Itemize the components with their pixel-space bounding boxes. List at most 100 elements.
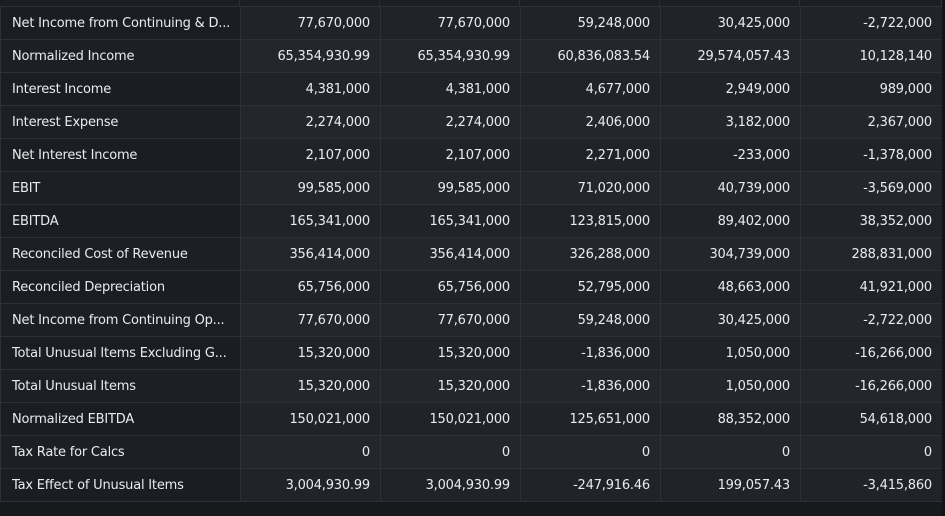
table-row[interactable]: EBITDA 165,341,000 165,341,000 123,815,000 8… — [0, 204, 943, 238]
value-cell: -1,378,000 — [800, 138, 943, 172]
row-label: Tax Rate for Calcs — [0, 435, 241, 469]
value-cell: 29,574,057.43 — [660, 39, 801, 73]
value-cell: -3,415,860 — [800, 468, 943, 502]
top-edge-cell — [520, 0, 660, 6]
row-label: Interest Expense — [0, 105, 241, 139]
value-cell: 2,406,000 — [520, 105, 661, 139]
value-cell: 15,320,000 — [380, 336, 521, 370]
value-cell: -2,722,000 — [800, 303, 943, 337]
value-cell: 52,795,000 — [520, 270, 661, 304]
table-top-edge — [0, 0, 945, 6]
value-cell: 150,021,000 — [380, 402, 521, 436]
top-edge-cell — [660, 0, 800, 6]
value-cell: 15,320,000 — [240, 369, 381, 403]
value-cell: 4,677,000 — [520, 72, 661, 106]
value-cell: 30,425,000 — [660, 6, 801, 40]
row-label: Net Income from Continuing Op... — [0, 303, 241, 337]
value-cell: -1,836,000 — [520, 369, 661, 403]
value-cell: 2,107,000 — [240, 138, 381, 172]
income-statement-table: Net Income from Continuing & D... 77,670,… — [0, 6, 943, 502]
value-cell: 15,320,000 — [240, 336, 381, 370]
table-row[interactable]: Net Income from Continuing Op... 77,670,0… — [0, 303, 943, 337]
value-cell: 48,663,000 — [660, 270, 801, 304]
value-cell: 150,021,000 — [240, 402, 381, 436]
row-label: Reconciled Depreciation — [0, 270, 241, 304]
scroll-edge — [942, 0, 945, 516]
value-cell: 30,425,000 — [660, 303, 801, 337]
table-row[interactable]: Net Income from Continuing & D... 77,670,… — [0, 6, 943, 40]
value-cell: 356,414,000 — [240, 237, 381, 271]
value-cell: -2,722,000 — [800, 6, 943, 40]
value-cell: 2,367,000 — [800, 105, 943, 139]
value-cell: -16,266,000 — [800, 369, 943, 403]
value-cell: 38,352,000 — [800, 204, 943, 238]
value-cell: 0 — [660, 435, 801, 469]
value-cell: 3,004,930.99 — [240, 468, 381, 502]
table-row[interactable]: Interest Income 4,381,000 4,381,000 4,677,0… — [0, 72, 943, 106]
row-label: Total Unusual Items — [0, 369, 241, 403]
value-cell: 0 — [240, 435, 381, 469]
value-cell: 59,248,000 — [520, 6, 661, 40]
value-cell: 77,670,000 — [240, 303, 381, 337]
value-cell: 99,585,000 — [380, 171, 521, 205]
table-row[interactable]: Normalized EBITDA 150,021,000 150,021,000 1… — [0, 402, 943, 436]
table-body: Net Income from Continuing & D... 77,670,… — [0, 6, 943, 502]
value-cell: 59,248,000 — [520, 303, 661, 337]
value-cell: 0 — [800, 435, 943, 469]
table-row[interactable]: Tax Effect of Unusual Items 3,004,930.99 3… — [0, 468, 943, 502]
table-row[interactable]: Interest Expense 2,274,000 2,274,000 2,406,… — [0, 105, 943, 139]
row-label: Normalized Income — [0, 39, 241, 73]
value-cell: 2,107,000 — [380, 138, 521, 172]
row-label: Total Unusual Items Excluding G... — [0, 336, 241, 370]
value-cell: 288,831,000 — [800, 237, 943, 271]
value-cell: -16,266,000 — [800, 336, 943, 370]
value-cell: 77,670,000 — [380, 303, 521, 337]
value-cell: 4,381,000 — [380, 72, 521, 106]
value-cell: 2,274,000 — [240, 105, 381, 139]
value-cell: 123,815,000 — [520, 204, 661, 238]
value-cell: 2,949,000 — [660, 72, 801, 106]
value-cell: 165,341,000 — [380, 204, 521, 238]
value-cell: 989,000 — [800, 72, 943, 106]
top-edge-cell — [380, 0, 520, 6]
table-row[interactable]: Normalized Income 65,354,930.99 65,354,930… — [0, 39, 943, 73]
top-edge-cell — [800, 0, 942, 6]
value-cell: 125,651,000 — [520, 402, 661, 436]
value-cell: 304,739,000 — [660, 237, 801, 271]
value-cell: -247,916.46 — [520, 468, 661, 502]
value-cell: 3,182,000 — [660, 105, 801, 139]
row-label: Net Income from Continuing & D... — [0, 6, 241, 40]
value-cell: 1,050,000 — [660, 369, 801, 403]
row-label: Interest Income — [0, 72, 241, 106]
value-cell: 356,414,000 — [380, 237, 521, 271]
row-label: Net Interest Income — [0, 138, 241, 172]
value-cell: 326,288,000 — [520, 237, 661, 271]
top-edge-cell — [0, 0, 240, 6]
value-cell: 0 — [380, 435, 521, 469]
value-cell: 40,739,000 — [660, 171, 801, 205]
table-row[interactable]: Reconciled Cost of Revenue 356,414,000 356… — [0, 237, 943, 271]
value-cell: 2,271,000 — [520, 138, 661, 172]
value-cell: 71,020,000 — [520, 171, 661, 205]
table-row[interactable]: Reconciled Depreciation 65,756,000 65,756,… — [0, 270, 943, 304]
value-cell: 60,836,083.54 — [520, 39, 661, 73]
table-row[interactable]: Total Unusual Items Excluding G... 15,320… — [0, 336, 943, 370]
value-cell: -1,836,000 — [520, 336, 661, 370]
value-cell: 77,670,000 — [240, 6, 381, 40]
value-cell: 65,354,930.99 — [240, 39, 381, 73]
value-cell: 65,354,930.99 — [380, 39, 521, 73]
value-cell: -3,569,000 — [800, 171, 943, 205]
value-cell: 199,057.43 — [660, 468, 801, 502]
table-row[interactable]: Tax Rate for Calcs 0 0 0 0 0 — [0, 435, 943, 469]
value-cell: 99,585,000 — [240, 171, 381, 205]
table-row[interactable]: Net Interest Income 2,107,000 2,107,000 2,2… — [0, 138, 943, 172]
value-cell: 3,004,930.99 — [380, 468, 521, 502]
table-row[interactable]: Total Unusual Items 15,320,000 15,320,000-… — [0, 369, 943, 403]
value-cell: 89,402,000 — [660, 204, 801, 238]
value-cell: -233,000 — [660, 138, 801, 172]
value-cell: 41,921,000 — [800, 270, 943, 304]
value-cell: 65,756,000 — [240, 270, 381, 304]
table-row[interactable]: EBIT 99,585,000 99,585,000 71,020,000 40,739… — [0, 171, 943, 205]
value-cell: 77,670,000 — [380, 6, 521, 40]
